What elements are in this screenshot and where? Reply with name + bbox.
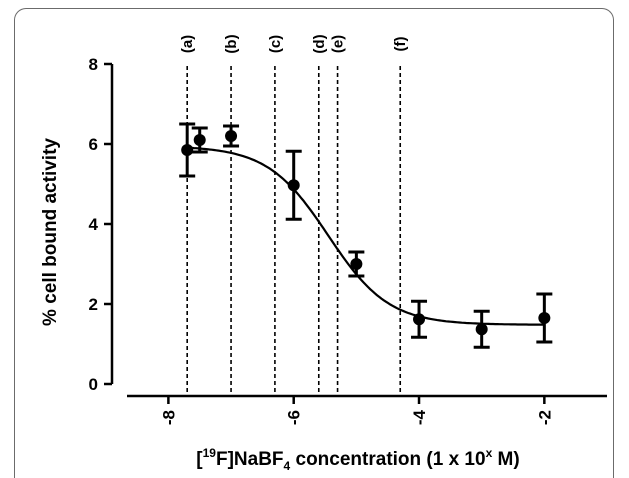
y-tick-label: 0 <box>89 375 98 394</box>
data-point <box>193 134 206 146</box>
y-tick-label: 4 <box>89 215 99 234</box>
fit-curve <box>187 146 545 326</box>
data-point <box>350 258 363 270</box>
x-tick-label: -6 <box>285 410 304 425</box>
x-tick-label: -8 <box>159 410 178 425</box>
figure-frame <box>14 8 614 478</box>
fit-curve-group <box>187 146 545 326</box>
x-axis-title-compound: F]NaBF <box>216 449 284 470</box>
data-point <box>181 144 194 156</box>
data-point <box>225 130 238 142</box>
data-point <box>287 179 300 192</box>
data-points <box>179 122 553 349</box>
reference-line-label: (b) <box>223 34 240 53</box>
y-tick-label: 6 <box>89 135 98 154</box>
reference-line-label: (a) <box>179 35 196 53</box>
x-axis-title-superscript: 19 <box>203 446 217 460</box>
data-point <box>475 323 488 336</box>
data-point <box>538 312 551 324</box>
x-axis-title-open: [ <box>196 449 203 470</box>
x-axis-title-end: M) <box>492 449 519 470</box>
reference-lines: (a) (b) (c) (d) (e) (f) <box>179 34 409 396</box>
reference-line-label: (c) <box>267 35 284 53</box>
x-axis-title-exponent: x <box>486 446 493 460</box>
x-axis-title-subscript: 4 <box>284 459 291 473</box>
x-axis-title-middle: concentration (1 x 10 <box>290 449 485 470</box>
reference-line-label: (f) <box>392 37 409 52</box>
x-tick-label: -2 <box>535 410 554 425</box>
reference-line-label: (e) <box>330 35 347 53</box>
y-tick-label: 2 <box>89 295 98 314</box>
x-axis-title: [19F]NaBF4 concentration (1 x 10x M) <box>196 446 519 473</box>
reference-line-label: (d) <box>311 34 328 53</box>
y-tick-label: 8 <box>89 55 98 74</box>
data-point <box>413 313 426 326</box>
y-axis-title: % cell bound activity <box>40 138 61 326</box>
axes: 0 2 4 6 8 -8 -6 -4 -2 <box>89 55 607 425</box>
x-tick-label: -4 <box>410 409 429 425</box>
